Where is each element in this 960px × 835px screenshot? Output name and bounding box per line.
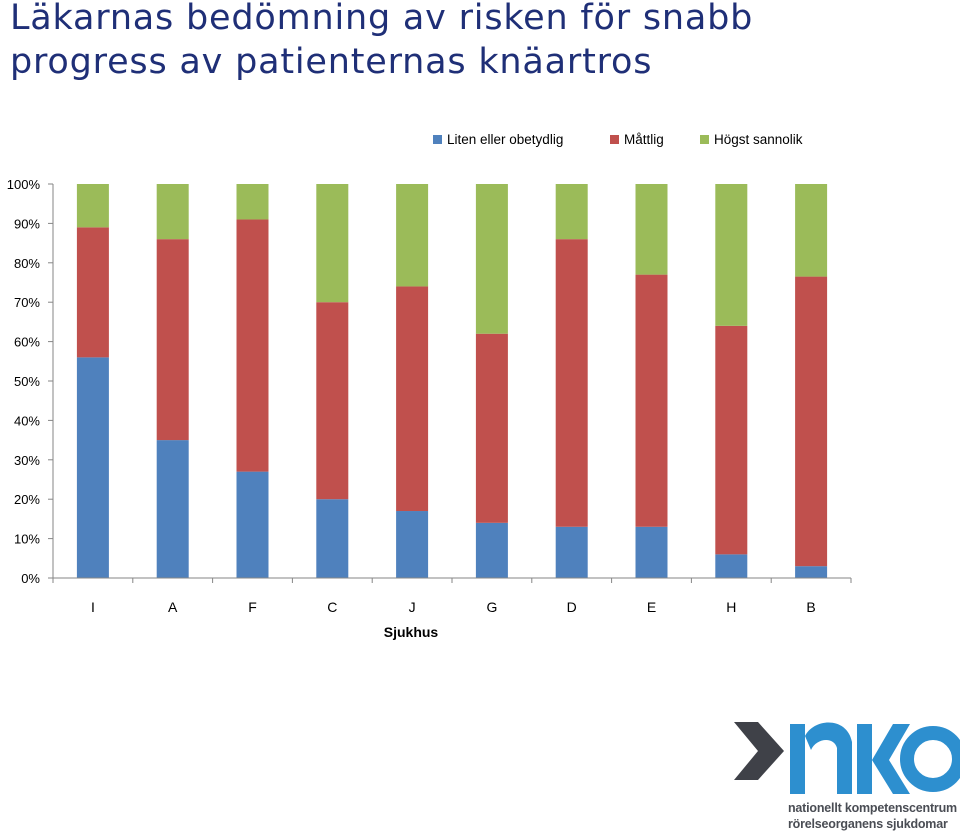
bar-segment-series-3-E	[635, 184, 668, 275]
bar-group-E	[635, 184, 668, 578]
legend-swatch	[433, 135, 442, 144]
bar-segment-series-2-F	[236, 219, 269, 472]
bar-segment-series-3-C	[316, 184, 349, 303]
x-tick-label: H	[726, 599, 736, 615]
logo-letter-n-arch	[805, 722, 852, 794]
bar-group-D	[555, 184, 588, 578]
bar-segment-series-3-H	[715, 184, 748, 326]
y-tick-label: 100%	[7, 177, 41, 192]
legend-item-2: Måttlig	[610, 132, 664, 147]
legend-swatch	[700, 135, 709, 144]
chart-legend: Liten eller obetydlig Måttlig Högst sannol…	[433, 132, 803, 147]
bar-group-C	[316, 184, 349, 578]
bar-segment-series-1-D	[555, 526, 588, 578]
slide-title: Läkarnas bedömning av risken för snabb p…	[10, 0, 870, 80]
bar-segment-series-2-J	[396, 286, 429, 512]
y-tick-label: 90%	[14, 216, 40, 231]
bar-segment-series-1-G	[475, 522, 508, 578]
x-tick-label: C	[327, 599, 337, 615]
bar-segment-series-3-B	[795, 184, 828, 277]
x-tick-label: J	[409, 599, 416, 615]
bar-group-G	[475, 184, 508, 578]
bar-segment-series-1-F	[236, 471, 269, 578]
x-axis-title: Sjukhus	[384, 624, 439, 640]
bar-segment-series-1-E	[635, 526, 668, 578]
y-tick-label: 70%	[14, 295, 40, 310]
bar-group-H	[715, 184, 748, 578]
logo-chevron-icon	[734, 722, 784, 780]
logo-letter-o	[900, 726, 960, 792]
bar-segment-series-1-B	[795, 566, 828, 578]
logo-caption-line-1: nationellt kompetenscentrum	[788, 801, 957, 815]
x-tick-label: E	[647, 599, 656, 615]
y-tick-label: 40%	[14, 413, 40, 428]
x-tick-label: D	[567, 599, 577, 615]
legend-item-3: Högst sannolik	[700, 132, 803, 147]
y-tick-label: 50%	[14, 374, 40, 389]
bar-segment-series-3-G	[475, 184, 508, 334]
bar-segment-series-2-C	[316, 302, 349, 500]
legend-label: Liten eller obetydlig	[447, 132, 563, 147]
bar-segment-series-1-I	[76, 357, 109, 578]
bar-segment-series-2-G	[475, 333, 508, 523]
bar-group-I	[76, 184, 109, 578]
legend-swatch	[610, 135, 619, 144]
bar-segment-series-1-H	[715, 554, 748, 578]
legend-item-1: Liten eller obetydlig	[433, 132, 563, 147]
stacked-bar-chart: Liten eller obetydlig Måttlig Högst sannol…	[7, 132, 852, 640]
bar-group-B	[795, 184, 828, 578]
y-tick-label: 20%	[14, 492, 40, 507]
bar-segment-series-3-J	[396, 184, 429, 287]
bar-segment-series-2-A	[156, 239, 189, 441]
bar-segment-series-2-I	[76, 227, 109, 358]
y-tick-label: 60%	[14, 335, 40, 350]
x-tick-label: F	[248, 599, 257, 615]
logo-letter-k-arms	[872, 724, 910, 794]
bar-segment-series-2-D	[555, 239, 588, 527]
bar-segment-series-2-H	[715, 325, 748, 555]
legend-label: Måttlig	[624, 132, 664, 147]
bar-segment-series-1-C	[316, 499, 349, 578]
legend-label: Högst sannolik	[714, 132, 803, 147]
bar-group-A	[156, 184, 189, 578]
x-tick-label: A	[168, 599, 178, 615]
bar-segment-series-3-A	[156, 184, 189, 240]
y-axis: 0% 10% 20% 30% 40% 50% 60% 70% 80% 90% 100%	[7, 177, 54, 586]
bar-segment-series-2-E	[635, 274, 668, 527]
bar-segment-series-1-J	[396, 511, 429, 578]
bar-group-J	[396, 184, 429, 578]
bar-segment-series-3-I	[76, 184, 109, 228]
bar-segment-series-2-B	[795, 276, 828, 567]
x-tick-label: B	[806, 599, 815, 615]
x-tick-label: I	[91, 599, 95, 615]
bar-series	[76, 184, 828, 578]
logo-letter-k-stem	[857, 724, 872, 794]
slide-title-line-1: Läkarnas bedömning av risken för snabb	[10, 0, 754, 38]
bar-segment-series-1-A	[156, 440, 189, 578]
y-tick-label: 10%	[14, 532, 40, 547]
logo-caption-line-2: rörelseorganens sjukdomar	[788, 817, 948, 831]
y-tick-label: 30%	[14, 453, 40, 468]
y-tick-label: 0%	[21, 571, 40, 586]
bar-segment-series-3-F	[236, 184, 269, 220]
y-tick-label: 80%	[14, 256, 40, 271]
nko-logo	[734, 722, 960, 794]
logo-caption: nationellt kompetenscentrum rörelseorgan…	[788, 800, 960, 832]
bar-segment-series-3-D	[555, 184, 588, 240]
x-tick-label: G	[486, 599, 497, 615]
logo-letter-n-left	[790, 724, 805, 794]
slide-title-line-2: progress av patienternas knäartros	[10, 42, 653, 80]
bar-group-F	[236, 184, 269, 578]
